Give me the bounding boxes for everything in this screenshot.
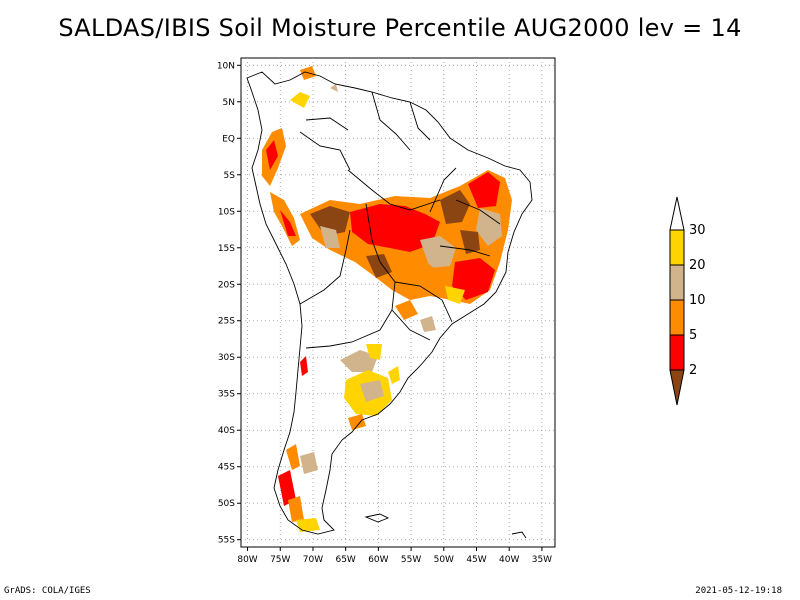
- lat-label-25S: 25S: [218, 317, 235, 327]
- legend-label-5: 5: [689, 328, 697, 343]
- latitude-labels: 10N 5N EQ 5S 10S 15S 20S 25S 30S 35S 40S 45S 50S 55S: [217, 61, 235, 545]
- lat-label-EQ: EQ: [222, 134, 235, 144]
- legend-swatch-5-10: [669, 299, 685, 336]
- lon-label-75W: 75W: [270, 555, 290, 565]
- legend-label-2: 2: [689, 363, 697, 378]
- lon-label-70W: 70W: [303, 555, 323, 565]
- lon-label-80W: 80W: [237, 555, 257, 565]
- longitude-labels: 80W 75W 70W 65W 60W 55W 50W 45W 40W 35W: [237, 555, 552, 565]
- timestamp-label: 2021-05-12-19:18: [695, 586, 782, 596]
- lat-label-40S: 40S: [218, 426, 235, 436]
- lon-label-45W: 45W: [466, 555, 486, 565]
- map-title: SALDAS/IBIS Soil Moisture Percentile AUG…: [58, 14, 742, 42]
- lon-label-35W: 35W: [532, 555, 552, 565]
- lon-label-65W: 65W: [335, 555, 355, 565]
- lat-label-35S: 35S: [218, 390, 235, 400]
- plot-frame: [240, 57, 556, 548]
- lat-label-15S: 15S: [218, 244, 235, 254]
- lat-label-10S: 10S: [218, 207, 235, 217]
- lon-label-40W: 40W: [499, 555, 519, 565]
- lat-label-30S: 30S: [218, 353, 235, 363]
- lat-label-20S: 20S: [218, 280, 235, 290]
- lat-label-45S: 45S: [218, 463, 235, 473]
- legend-label-20: 20: [689, 258, 706, 273]
- lat-label-10N: 10N: [217, 61, 235, 71]
- lon-label-60W: 60W: [368, 555, 388, 565]
- lat-label-55S: 55S: [218, 536, 235, 546]
- coastline-and-borders: [246, 71, 533, 539]
- legend-swatch-2-5: [669, 334, 685, 371]
- legend-swatch-10-20: [669, 264, 685, 301]
- legend-label-30: 30: [689, 223, 706, 238]
- lon-label-50W: 50W: [434, 555, 454, 565]
- lon-label-55W: 55W: [401, 555, 421, 565]
- colorbar-legend: 30 20 10 5 2: [669, 196, 706, 406]
- lat-label-5S: 5S: [224, 171, 236, 181]
- lat-label-50S: 50S: [218, 499, 235, 509]
- axis-ticks: [237, 64, 543, 551]
- legend-label-10: 10: [689, 293, 706, 308]
- legend-swatch-20-30: [669, 229, 685, 266]
- legend-swatch-below-2: [669, 369, 685, 406]
- credit-label: GrADS: COLA/IGES: [4, 586, 91, 596]
- lat-label-5N: 5N: [223, 98, 235, 108]
- legend-swatch-above-30: [669, 196, 685, 231]
- percentile-shading: [262, 66, 512, 532]
